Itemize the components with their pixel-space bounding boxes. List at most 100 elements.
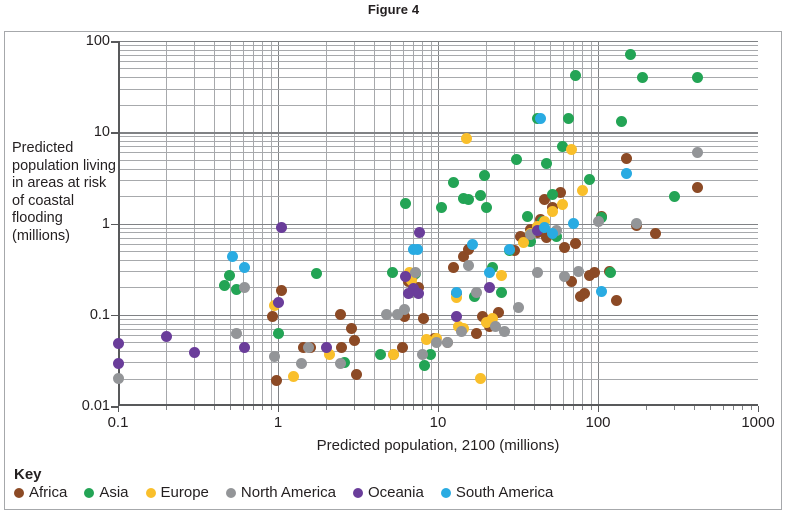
gridline-horizontal-major — [118, 41, 758, 43]
data-point-africa — [448, 261, 459, 273]
data-point-africa — [462, 243, 474, 255]
data-point-europe — [547, 206, 559, 218]
data-point-asia — [478, 169, 490, 181]
x-axis-tick-minor — [253, 406, 255, 410]
legend-swatch-icon — [84, 487, 95, 498]
data-point-europe — [288, 371, 299, 383]
data-point-asia — [224, 269, 236, 281]
data-point-north-america — [268, 350, 280, 362]
data-point-africa — [610, 294, 622, 306]
data-point-north-america — [431, 336, 443, 348]
data-point-asia — [569, 69, 581, 81]
data-point-oceania — [112, 338, 124, 350]
data-point-oceania — [112, 358, 124, 370]
gridline-horizontal-minor — [118, 318, 758, 320]
data-point-asia — [448, 177, 459, 189]
legend-item: Oceania — [352, 484, 424, 501]
legend-item: Asia — [84, 484, 129, 501]
data-point-north-america — [295, 358, 307, 370]
legend-label: Oceania — [367, 484, 424, 501]
data-point-asia — [541, 158, 553, 170]
data-point-north-america — [471, 287, 483, 299]
data-point-north-america — [392, 309, 404, 321]
data-point-north-america — [399, 303, 411, 315]
data-point-north-america — [592, 216, 604, 228]
data-point-north-america — [692, 146, 704, 158]
gridline-horizontal-minor — [118, 61, 758, 63]
data-point-north-america — [462, 259, 474, 271]
data-point-north-america — [416, 348, 428, 360]
x-axis-tick-minor — [229, 406, 231, 410]
legend: Africa Asia Europe North America Oceania Sout… — [14, 484, 570, 501]
y-axis-tick-label: 1 — [101, 215, 110, 232]
gridline-horizontal-minor — [118, 141, 758, 143]
data-point-oceania — [407, 282, 419, 294]
data-point-asia — [435, 201, 447, 213]
data-point-asia — [521, 210, 533, 222]
x-axis-tick-minor — [402, 406, 404, 410]
data-point-africa — [471, 327, 483, 339]
data-point-asia — [272, 328, 284, 340]
data-point-europe — [405, 274, 417, 286]
x-axis-tick-minor — [262, 406, 264, 410]
x-axis-tick-label: 0.1 — [107, 414, 129, 431]
gridline-horizontal-minor — [118, 287, 758, 289]
gridline-horizontal-minor — [118, 323, 758, 325]
data-point-north-america — [112, 373, 124, 385]
data-point-africa — [515, 231, 527, 243]
key-heading: Key — [14, 466, 42, 483]
data-point-africa — [334, 309, 346, 321]
x-axis-tick-minor — [722, 406, 724, 410]
data-point-africa — [578, 288, 590, 300]
gridline-horizontal-major — [118, 223, 758, 225]
data-point-south-america — [239, 261, 251, 273]
data-point-europe — [517, 236, 529, 248]
gridline-horizontal-minor — [118, 104, 758, 106]
gridline-horizontal-minor — [118, 243, 758, 245]
data-point-north-america — [532, 267, 544, 279]
data-point-africa — [559, 242, 571, 254]
x-axis-tick-minor — [270, 406, 272, 410]
data-point-asia — [605, 267, 617, 279]
data-point-oceania — [400, 271, 412, 283]
y-axis-tick — [111, 223, 118, 226]
legend-swatch-icon — [14, 487, 24, 498]
legend-swatch-icon — [440, 487, 451, 498]
y-axis-title: Predicted population living in areas at … — [12, 140, 116, 244]
data-point-africa — [399, 311, 411, 323]
gridline-horizontal-minor — [118, 227, 758, 229]
data-point-north-america — [490, 320, 502, 332]
gridline-horizontal-major — [118, 314, 758, 317]
data-point-africa — [588, 267, 600, 279]
data-point-africa — [417, 313, 429, 325]
x-axis-tick-minor — [326, 406, 328, 410]
data-point-asia — [557, 140, 568, 152]
legend-item: Africa — [14, 484, 67, 501]
data-point-africa — [477, 311, 489, 323]
data-point-africa — [569, 238, 581, 250]
x-axis-tick-minor — [166, 406, 168, 410]
data-point-north-america — [559, 271, 571, 283]
gridline-horizontal-minor — [118, 250, 758, 252]
x-axis-tick-minor — [590, 406, 592, 410]
data-point-south-america — [567, 218, 579, 229]
data-point-oceania — [414, 226, 426, 238]
x-axis-tick-minor — [562, 406, 564, 410]
data-point-africa — [538, 193, 550, 205]
data-point-asia — [615, 116, 627, 128]
x-axis-tick-minor — [534, 406, 536, 410]
x-axis-tick-label: 10 — [429, 414, 447, 431]
data-point-oceania — [160, 330, 172, 342]
gridline-horizontal-minor — [118, 362, 758, 364]
gridline-horizontal-minor — [118, 77, 758, 79]
data-point-asia — [230, 283, 242, 295]
x-axis-tick-minor — [573, 406, 575, 410]
data-point-africa — [458, 250, 470, 262]
data-point-south-america — [450, 287, 462, 299]
data-point-africa — [348, 335, 360, 347]
data-point-north-america — [572, 265, 584, 277]
x-axis-tick-minor — [674, 406, 676, 410]
data-point-europe — [487, 313, 499, 325]
legend-label: South America — [455, 484, 554, 501]
data-point-oceania — [188, 346, 200, 358]
